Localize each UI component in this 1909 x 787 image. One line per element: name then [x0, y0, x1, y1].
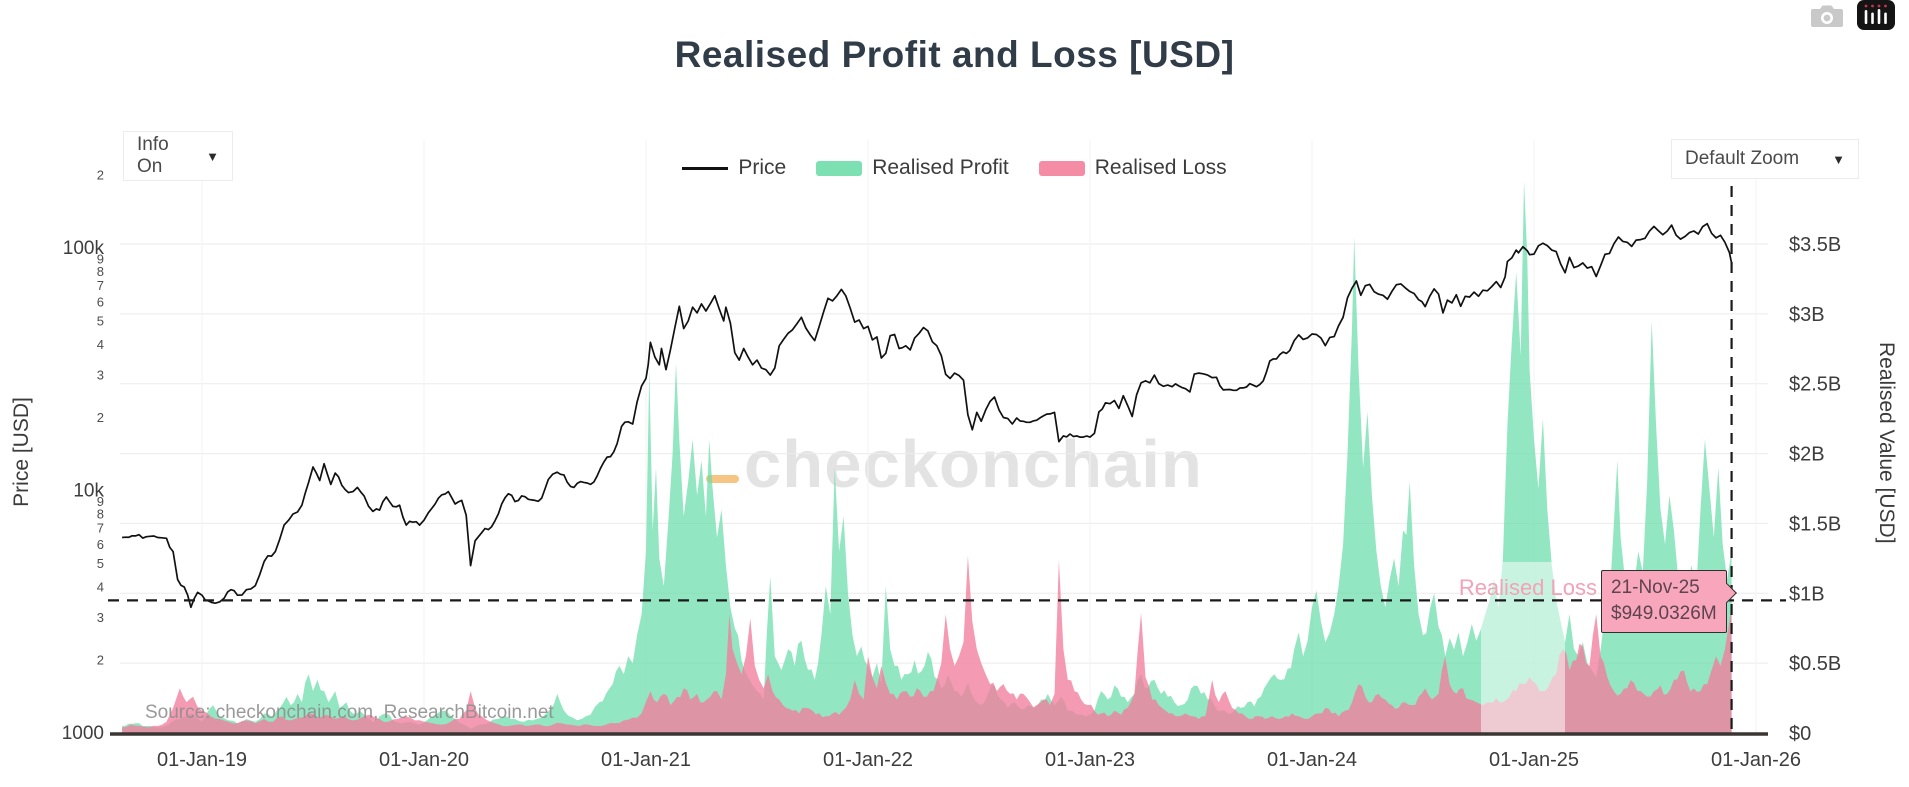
legend-item-price[interactable]: Price — [682, 156, 786, 180]
watermark-logo-dash — [706, 475, 739, 483]
svg-text:4: 4 — [97, 337, 104, 352]
svg-text:01-Jan-22: 01-Jan-22 — [823, 749, 913, 771]
tooltip-date: 21-Nov-25 — [1611, 577, 1700, 598]
legend-label-realised-profit: Realised Profit — [872, 156, 1009, 179]
svg-text:5: 5 — [97, 556, 104, 571]
svg-text:$1.5B: $1.5B — [1789, 513, 1841, 535]
hover-tooltip: 21-Nov-25 $949.0326M — [1601, 570, 1737, 634]
svg-text:01-Jan-23: 01-Jan-23 — [1045, 749, 1135, 771]
svg-text:10k: 10k — [73, 481, 104, 502]
realised-profit-swatch — [816, 160, 863, 176]
camera-screenshot-icon[interactable] — [1810, 3, 1844, 29]
info-toggle-label: Info On — [137, 134, 169, 177]
svg-text:$0: $0 — [1789, 723, 1811, 745]
left-axis-title: Price [USD] — [10, 397, 33, 507]
svg-text:3: 3 — [97, 367, 104, 382]
realised-loss-swatch — [1038, 160, 1085, 176]
svg-text:8: 8 — [97, 264, 104, 279]
legend-item-realised-loss[interactable]: Realised Loss — [1038, 156, 1227, 180]
svg-text:2: 2 — [97, 410, 104, 425]
price-line-swatch — [682, 166, 729, 170]
svg-text:$1B: $1B — [1789, 583, 1825, 605]
svg-text:8: 8 — [97, 507, 104, 522]
info-toggle-dropdown[interactable]: Info On ▼ — [123, 131, 233, 181]
zoom-preset-dropdown[interactable]: Default Zoom ▼ — [1671, 139, 1859, 179]
svg-text:6: 6 — [97, 294, 104, 309]
svg-text:9: 9 — [97, 494, 104, 509]
svg-text:5: 5 — [97, 313, 104, 328]
right-axis-title: Realised Value [USD] — [1875, 342, 1898, 544]
svg-text:4: 4 — [97, 580, 104, 595]
svg-text:1000: 1000 — [62, 723, 104, 744]
chart-settings-icon[interactable] — [1856, 0, 1896, 32]
svg-text:01-Jan-19: 01-Jan-19 — [157, 749, 247, 771]
svg-text:01-Jan-24: 01-Jan-24 — [1267, 749, 1357, 771]
legend-label-realised-loss: Realised Loss — [1094, 156, 1227, 179]
chevron-down-icon: ▼ — [1832, 151, 1845, 167]
svg-text:6: 6 — [97, 537, 104, 552]
source-attribution: Source: checkonchain.com, ResearchBitcoi… — [145, 702, 554, 723]
svg-text:2: 2 — [97, 653, 104, 668]
chart-legend: Price Realised Profit Realised Loss — [0, 156, 1909, 180]
chevron-down-icon: ▼ — [206, 148, 219, 164]
svg-text:100k: 100k — [63, 238, 105, 259]
svg-text:7: 7 — [97, 278, 104, 293]
svg-text:01-Jan-25: 01-Jan-25 — [1489, 749, 1579, 771]
tooltip-value: $949.0326M — [1611, 603, 1717, 625]
svg-text:$2.5B: $2.5B — [1789, 374, 1841, 396]
svg-text:2: 2 — [97, 168, 104, 183]
svg-text:$0.5B: $0.5B — [1789, 653, 1841, 675]
svg-text:$3B: $3B — [1789, 304, 1825, 326]
svg-text:$3.5B: $3.5B — [1789, 234, 1841, 256]
watermark: checkonchain — [744, 427, 1203, 502]
svg-text:$2B: $2B — [1789, 444, 1825, 466]
page-title: Realised Profit and Loss [USD] — [674, 34, 1235, 75]
legend-item-realised-profit[interactable]: Realised Profit — [816, 156, 1009, 180]
hover-series-label: Realised Loss — [1458, 575, 1597, 600]
zoom-preset-label: Default Zoom — [1685, 148, 1800, 169]
svg-text:01-Jan-21: 01-Jan-21 — [601, 749, 691, 771]
svg-text:3: 3 — [97, 610, 104, 625]
svg-text:01-Jan-20: 01-Jan-20 — [379, 749, 469, 771]
svg-text:7: 7 — [97, 521, 104, 536]
svg-text:9: 9 — [97, 252, 104, 267]
svg-text:01-Jan-26: 01-Jan-26 — [1711, 749, 1801, 771]
legend-label-price: Price — [738, 156, 787, 179]
